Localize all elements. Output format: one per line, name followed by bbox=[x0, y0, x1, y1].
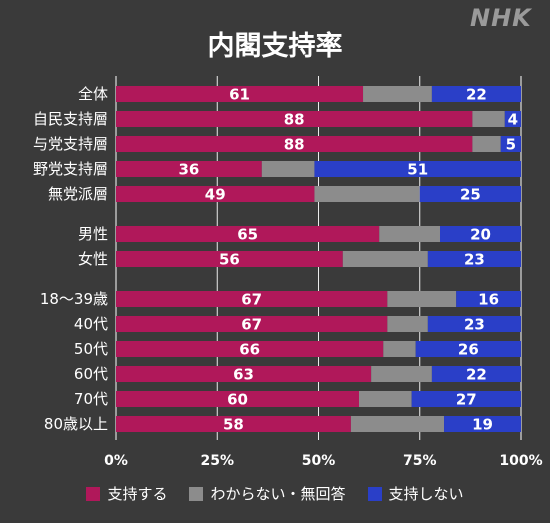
category-label: 80歳以上 bbox=[44, 415, 108, 433]
bar-segment bbox=[387, 316, 428, 332]
nhk-logo: NHK bbox=[470, 4, 532, 32]
category-label: 60代 bbox=[74, 365, 108, 383]
category-label: 与党支持層 bbox=[33, 135, 108, 153]
chart-title: 内閣支持率 bbox=[207, 31, 343, 62]
data-label: 49 bbox=[205, 186, 226, 204]
data-label: 61 bbox=[229, 86, 250, 104]
bar-segment bbox=[431, 366, 521, 382]
category-label: 40代 bbox=[74, 315, 108, 333]
bar-segment bbox=[427, 251, 521, 267]
bar-segment bbox=[472, 111, 505, 127]
bar-segment bbox=[440, 226, 521, 242]
legend-item-support: 支持する bbox=[86, 483, 167, 504]
bar-segment bbox=[116, 291, 388, 307]
data-label: 19 bbox=[472, 416, 493, 434]
data-label: 20 bbox=[470, 226, 491, 244]
bar-segment bbox=[444, 416, 521, 432]
data-label: 51 bbox=[407, 161, 428, 179]
data-label: 23 bbox=[464, 316, 485, 334]
bar-segment bbox=[504, 111, 521, 127]
legend-item-oppose: 支持しない bbox=[367, 483, 464, 504]
bar-segment bbox=[116, 366, 372, 382]
x-tick-label: 25% bbox=[200, 453, 234, 469]
bar-segment bbox=[314, 161, 521, 177]
bar-segment bbox=[116, 391, 359, 407]
legend: 支持する わからない・無回答 支持しない bbox=[0, 483, 550, 504]
data-label: 63 bbox=[233, 366, 254, 384]
bar-segment bbox=[116, 186, 315, 202]
bar-segment bbox=[411, 391, 521, 407]
bar-segment bbox=[472, 136, 501, 152]
category-label: 50代 bbox=[74, 340, 108, 358]
category-label: 70代 bbox=[74, 390, 108, 408]
bar-segment bbox=[383, 341, 416, 357]
bar-segment bbox=[363, 86, 432, 102]
data-label: 25 bbox=[460, 186, 481, 204]
category-label: 野党支持層 bbox=[33, 160, 108, 178]
data-label: 66 bbox=[239, 341, 260, 359]
bar-segment bbox=[427, 316, 521, 332]
data-label: 65 bbox=[237, 226, 258, 244]
bar-segment bbox=[261, 161, 315, 177]
data-label: 88 bbox=[284, 111, 305, 129]
bar-segment bbox=[116, 251, 343, 267]
x-tick-label: 0% bbox=[104, 453, 128, 469]
bar-segment bbox=[371, 366, 432, 382]
x-tick-label: 75% bbox=[403, 453, 437, 469]
x-tick-label: 50% bbox=[302, 453, 336, 469]
data-label: 60 bbox=[227, 391, 248, 409]
data-label: 26 bbox=[458, 341, 479, 359]
data-label: 67 bbox=[241, 316, 262, 334]
bar-segment bbox=[116, 86, 364, 102]
bar-segment bbox=[419, 186, 521, 202]
x-tick-label: 100% bbox=[499, 453, 542, 469]
bar-segment bbox=[456, 291, 521, 307]
bar-segment bbox=[350, 416, 445, 432]
bar-segment bbox=[116, 161, 262, 177]
category-label: 18～39歳 bbox=[40, 290, 108, 308]
bar-segment bbox=[359, 391, 412, 407]
bar-segment bbox=[379, 226, 440, 242]
bar-segment bbox=[387, 291, 457, 307]
legend-swatch-unknown bbox=[189, 486, 204, 501]
data-label: 23 bbox=[464, 251, 485, 269]
legend-item-unknown: わからない・無回答 bbox=[189, 483, 346, 504]
data-label: 88 bbox=[284, 136, 305, 154]
data-label: 22 bbox=[466, 86, 487, 104]
bar-segment bbox=[116, 416, 351, 432]
data-label: 22 bbox=[466, 366, 487, 384]
data-label: 5 bbox=[506, 136, 516, 154]
bar-segment bbox=[116, 316, 388, 332]
bar-segment bbox=[500, 136, 521, 152]
data-label: 16 bbox=[478, 291, 499, 309]
bar-segment bbox=[342, 251, 428, 267]
data-label: 56 bbox=[219, 251, 240, 269]
legend-label-support: 支持する bbox=[107, 485, 168, 503]
bar-segment bbox=[431, 86, 521, 102]
category-label: 男性 bbox=[78, 225, 108, 243]
bar-segment bbox=[116, 341, 384, 357]
category-label: 全体 bbox=[78, 85, 108, 103]
data-label: 4 bbox=[508, 111, 518, 129]
data-label: 58 bbox=[223, 416, 244, 434]
bar-segment bbox=[116, 226, 380, 242]
data-label: 36 bbox=[178, 161, 199, 179]
bar-segment bbox=[314, 186, 420, 202]
legend-label-oppose: 支持しない bbox=[388, 485, 464, 503]
bar-segment bbox=[116, 136, 473, 152]
data-label: 27 bbox=[456, 391, 477, 409]
bar-segment bbox=[116, 111, 473, 127]
legend-swatch-oppose bbox=[367, 486, 382, 501]
category-label: 自民支持層 bbox=[33, 110, 108, 128]
category-label: 無党派層 bbox=[48, 185, 108, 203]
category-label: 女性 bbox=[78, 250, 108, 268]
legend-swatch-support bbox=[86, 486, 101, 501]
bar-segment bbox=[415, 341, 521, 357]
data-label: 67 bbox=[241, 291, 262, 309]
legend-label-unknown: わからない・無回答 bbox=[210, 485, 346, 503]
